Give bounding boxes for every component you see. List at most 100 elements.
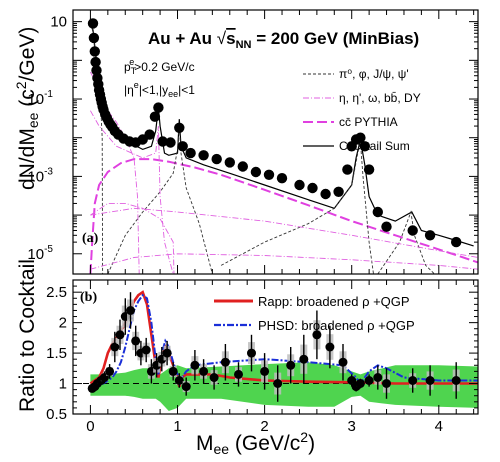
panel-a-legend: π⁰, φ, J/ψ, ψ' η, η', ω, bb̄, DY cc̄ PYT… <box>303 67 421 153</box>
legend-a-label-2: η, η', ω, bb̄, DY <box>339 91 421 105</box>
y-tick-label-b: 0.5 <box>46 406 67 423</box>
data-point-b <box>209 373 219 382</box>
data-point-a <box>149 111 161 122</box>
data-point-b <box>408 376 418 385</box>
data-point-a <box>359 141 370 152</box>
panel-b-ticks <box>73 279 478 415</box>
data-point-b <box>451 376 461 385</box>
data-point-b <box>299 354 309 364</box>
data-point-b <box>110 342 120 352</box>
data-point-b <box>325 342 335 352</box>
panel-a-series <box>89 18 478 274</box>
data-point-b <box>190 360 200 370</box>
data-point-a <box>355 132 366 143</box>
data-point-a <box>381 221 392 232</box>
legend-a-label-1: π⁰, φ, J/ψ, ψ' <box>339 67 409 81</box>
data-point-a <box>320 188 331 200</box>
series-line-series <box>377 210 435 274</box>
series-line-series <box>90 110 174 274</box>
x-tick-label: 4 <box>435 418 443 435</box>
legend-b-label-2: PHSD: broadened ρ +QGP <box>258 318 415 333</box>
data-point-a <box>144 129 155 140</box>
panel-a-frame <box>72 9 479 275</box>
data-point-a <box>89 46 101 57</box>
y-tick-label-b: 2.5 <box>46 284 67 301</box>
x-axis-title: Mee (GeV/c2) <box>196 429 315 457</box>
cuts-line-1: pTe>0.2 GeV/c <box>124 57 195 76</box>
data-point-a <box>211 153 222 165</box>
y-axis-title-a: dN/dMee (c2/GeV) <box>13 27 41 190</box>
data-point-a <box>177 141 188 152</box>
series-line-bb <box>90 207 478 258</box>
data-point-a <box>91 65 102 76</box>
y-tick-label-b: 1 <box>59 376 67 393</box>
data-point-b <box>425 376 435 385</box>
panel-b-legend: Rapp: broadened ρ +QGP PHSD: broadened ρ… <box>214 294 415 333</box>
panel-a-data-points <box>87 18 462 248</box>
cuts-line-2: |ηe|<1,|yee|<1 <box>124 80 195 99</box>
data-point-b <box>355 379 365 388</box>
data-point-b <box>174 376 184 385</box>
y-tick-label-a: 10-3 <box>27 166 53 185</box>
y-tick-label-a: 10-1 <box>27 89 53 108</box>
title-sub: NN <box>236 39 252 51</box>
x-tick-label: 1 <box>173 418 181 435</box>
data-point-a <box>174 122 185 133</box>
data-point-a <box>276 173 288 184</box>
legend-a-label-3: cc̄ PYTHIA <box>339 115 398 129</box>
data-point-b <box>273 379 283 388</box>
data-point-b <box>373 373 383 382</box>
data-point-a <box>88 32 100 44</box>
x-tick-label: 3 <box>348 418 356 435</box>
data-point-a <box>342 164 353 175</box>
y-tick-label-b: 2 <box>59 315 67 332</box>
data-point-b <box>181 382 191 392</box>
data-point-a <box>451 236 462 248</box>
data-point-b <box>312 330 322 340</box>
data-point-a <box>87 18 99 29</box>
y-tick-label-a: 10-5 <box>27 244 53 263</box>
y-tick-label-b: 1.5 <box>46 345 67 362</box>
data-point-a <box>424 230 436 241</box>
data-point-b <box>382 379 391 388</box>
data-point-b <box>131 336 141 346</box>
panel-b-data-points <box>87 292 461 402</box>
y-tick-label-a: 10 <box>50 14 67 31</box>
data-point-a <box>224 157 235 168</box>
x-tick-label: 2 <box>260 418 268 435</box>
series-line-dy <box>90 253 478 270</box>
chart-title: Au + Au √sNN = 200 GeV (MinBias) <box>148 29 419 51</box>
title-lead: Au + Au <box>148 29 217 48</box>
y-axis-title-b: Ratio to Cocktail <box>16 259 39 412</box>
data-point-b <box>141 345 151 355</box>
series-line-series <box>107 126 213 274</box>
data-point-b <box>286 360 296 370</box>
title-s: s <box>226 29 235 48</box>
data-point-a <box>185 147 196 159</box>
panel-a-tick-labels: 10 10-1 10-3 10-5 <box>27 14 67 263</box>
data-point-a <box>153 102 164 113</box>
data-point-b <box>105 366 115 376</box>
panel-b-tag: (b) <box>80 290 97 305</box>
title-tail: = 200 GeV (MinBias) <box>252 29 420 48</box>
data-point-b <box>199 366 209 376</box>
data-point-b <box>220 357 230 367</box>
x-tick-label: 0 <box>86 418 94 435</box>
title-root: √ <box>217 29 227 48</box>
data-point-b <box>162 348 172 358</box>
data-point-a <box>90 56 101 68</box>
data-point-b <box>168 366 178 376</box>
legend-b-label-1: Rapp: broadened ρ +QGP <box>258 294 410 309</box>
data-point-a <box>372 206 383 218</box>
data-point-a <box>198 150 209 161</box>
data-point-a <box>294 179 305 191</box>
series-line-series <box>90 202 175 274</box>
series-line-j <box>220 141 374 274</box>
data-point-a <box>165 137 176 148</box>
data-point-b <box>126 306 135 315</box>
panel-a-ticks <box>73 9 478 274</box>
series-line-cc-pythia <box>89 158 478 274</box>
data-point-b <box>338 357 348 367</box>
